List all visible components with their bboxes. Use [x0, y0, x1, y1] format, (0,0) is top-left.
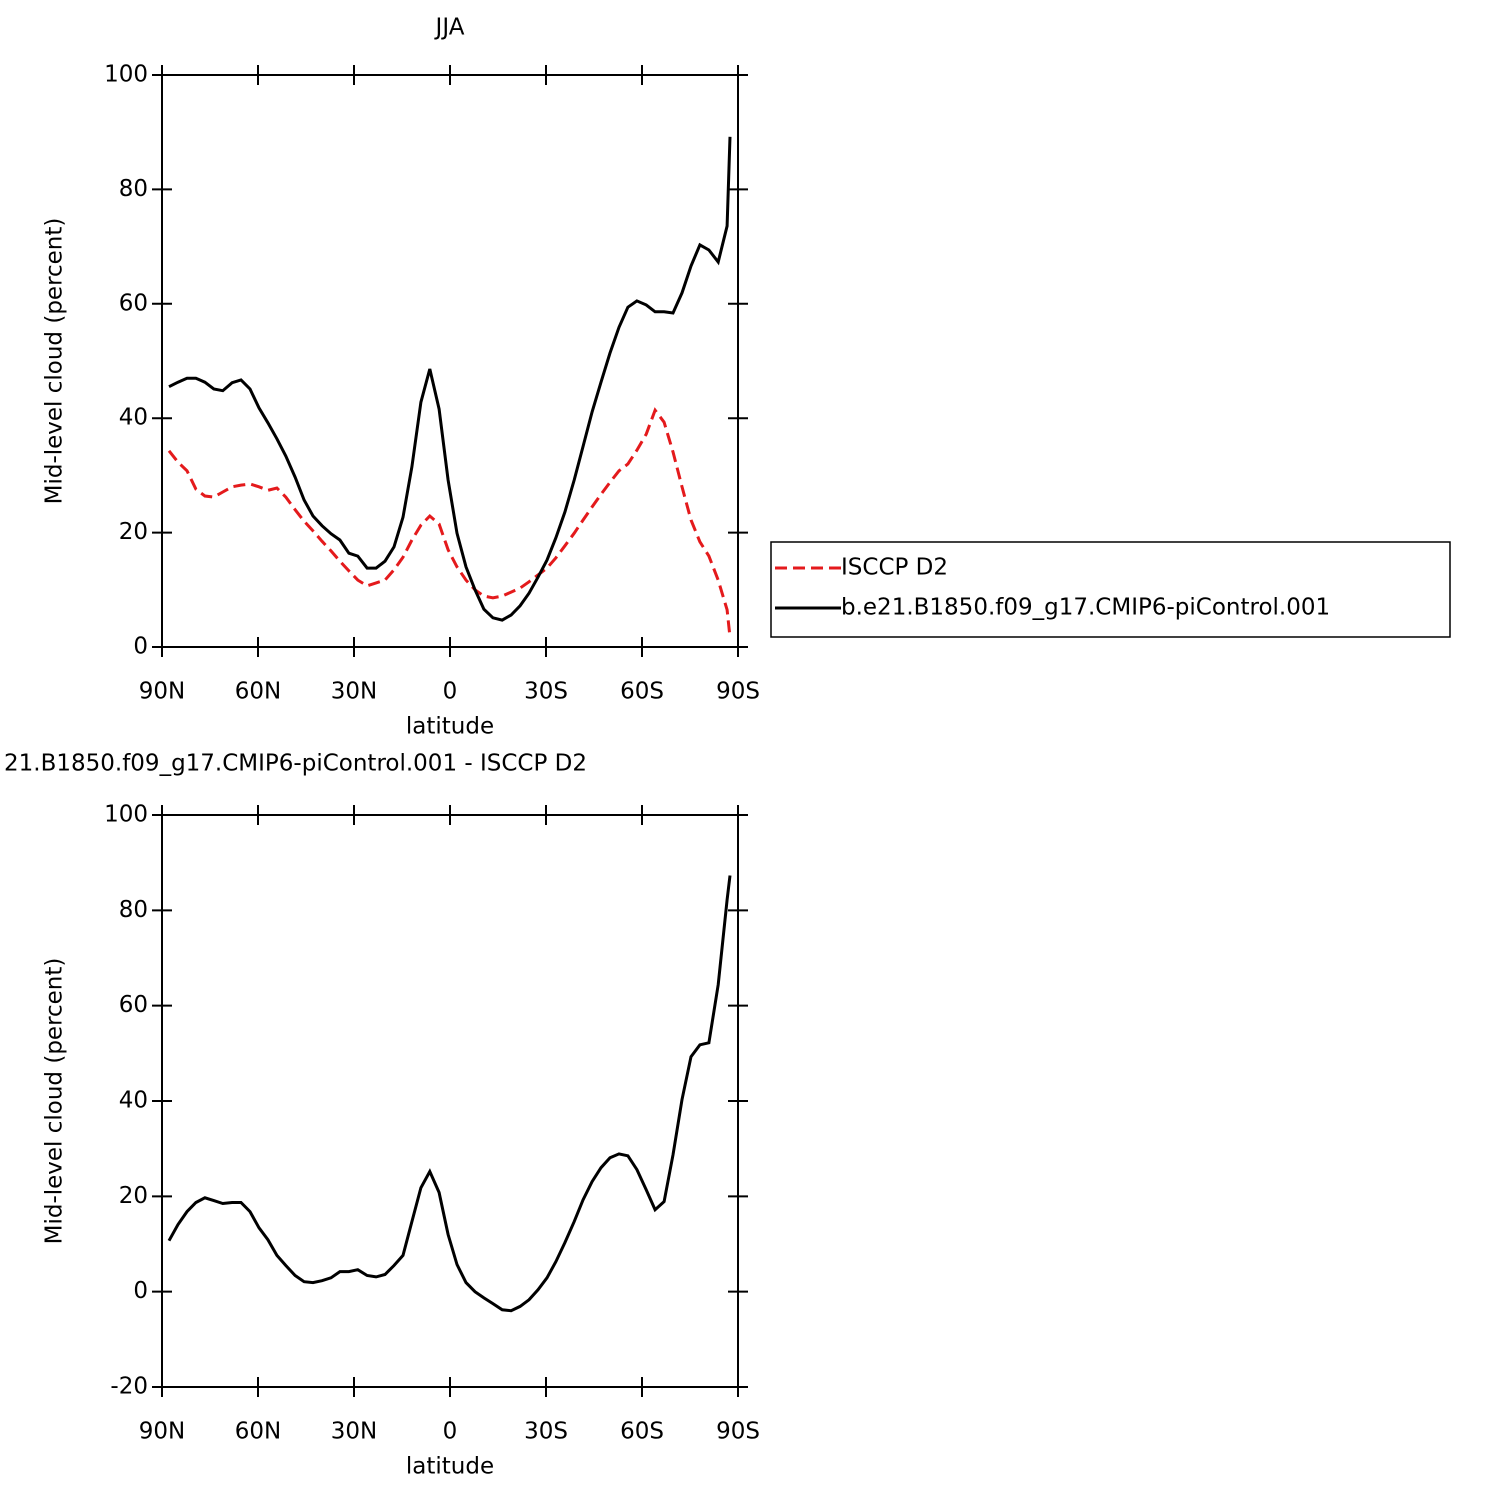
- legend-label: ISCCP D2: [841, 555, 948, 581]
- legend-label: b.e21.B1850.f09_g17.CMIP6-piControl.001: [841, 595, 1330, 621]
- y-tick-label: 60: [119, 290, 148, 316]
- plot-frame: [161, 814, 739, 1388]
- data-line: [168, 136, 732, 622]
- x-axis-label: latitude: [406, 1454, 494, 1480]
- data-line: [167, 875, 732, 1313]
- y-tick-label: 40: [119, 1088, 148, 1114]
- y-tick-label: 20: [119, 1183, 148, 1209]
- x-tick-label: 90N: [139, 679, 185, 705]
- y-tick-label: 80: [119, 176, 148, 202]
- x-tick-label: 60S: [620, 679, 664, 705]
- y-tick-label: 100: [104, 802, 148, 828]
- x-tick-label: 30S: [524, 1419, 568, 1445]
- x-axis-label: latitude: [406, 714, 494, 740]
- x-tick-label: 90N: [139, 1419, 185, 1445]
- legend-box: [770, 541, 1451, 638]
- y-axis-label: Mid-level cloud (percent): [42, 958, 68, 1245]
- y-tick-label: 0: [133, 634, 148, 660]
- y-tick-label: 60: [119, 992, 148, 1018]
- y-tick-label: 40: [119, 405, 148, 431]
- data-line: [167, 407, 732, 638]
- chart-title: 21.B1850.f09_g17.CMIP6-piControl.001 - I…: [4, 751, 587, 777]
- y-tick-label: 100: [104, 62, 148, 88]
- y-tick-label: 0: [133, 1278, 148, 1304]
- x-tick-label: 60N: [235, 1419, 281, 1445]
- x-tick-label: 0: [443, 1419, 458, 1445]
- x-tick-label: 30N: [331, 1419, 377, 1445]
- y-tick-label: -20: [110, 1374, 148, 1400]
- x-tick-label: 60N: [235, 679, 281, 705]
- y-tick-label: 20: [119, 519, 148, 545]
- x-tick-label: 30N: [331, 679, 377, 705]
- plot-frame: [161, 74, 739, 648]
- x-tick-label: 90S: [716, 1419, 760, 1445]
- chart-title: JJA: [434, 15, 465, 41]
- y-tick-label: 80: [119, 897, 148, 923]
- x-tick-label: 60S: [620, 1419, 664, 1445]
- x-tick-label: 0: [443, 679, 458, 705]
- x-tick-label: 30S: [524, 679, 568, 705]
- x-tick-label: 90S: [716, 679, 760, 705]
- y-axis-label: Mid-level cloud (percent): [42, 218, 68, 505]
